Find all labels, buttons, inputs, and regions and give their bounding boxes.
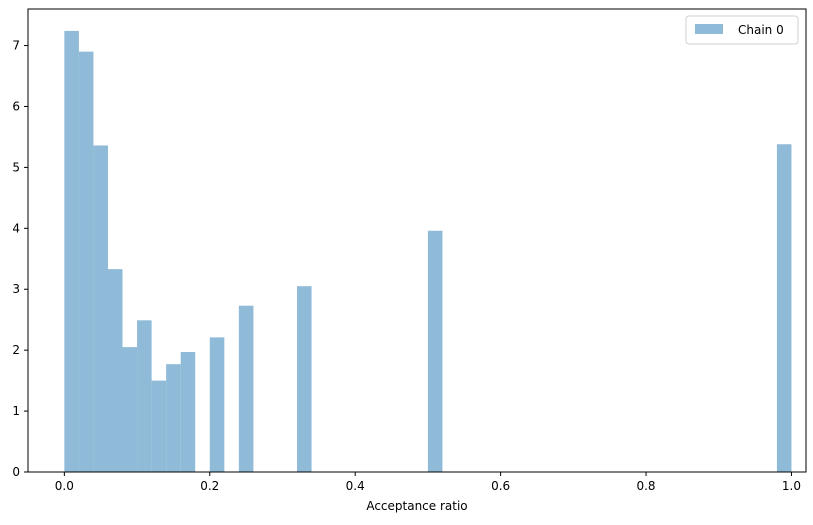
x-tick-label: 0.8 — [636, 479, 655, 493]
histogram-bar — [137, 320, 152, 472]
histogram-bar — [776, 144, 792, 473]
histogram-bar — [238, 305, 254, 472]
y-tick-label: 4 — [12, 221, 20, 235]
x-axis-label: Acceptance ratio — [366, 499, 467, 513]
legend: Chain 0 — [685, 15, 799, 45]
histogram-bar — [93, 145, 108, 472]
x-tick-label: 1.0 — [782, 479, 801, 493]
histogram-bar — [297, 286, 312, 472]
histogram-bar — [427, 230, 443, 472]
histogram-bar — [107, 269, 123, 472]
plot-frame — [27, 8, 807, 473]
x-tick-label: 0.6 — [491, 479, 510, 493]
x-tick-label: 0.0 — [55, 479, 74, 493]
histogram-bars — [64, 30, 792, 473]
y-tick-label: 7 — [12, 39, 20, 53]
histogram-bar — [209, 337, 225, 472]
legend-swatch-chain-0 — [695, 24, 723, 34]
histogram-bar — [64, 30, 79, 473]
y-tick-label: 6 — [12, 99, 20, 113]
y-tick-label: 1 — [12, 404, 20, 418]
y-tick-label: 3 — [12, 282, 20, 296]
legend-label-chain-0: Chain 0 — [738, 23, 784, 37]
y-tick-label: 0 — [12, 465, 20, 479]
histogram-bar — [166, 364, 181, 472]
y-tick-label: 2 — [12, 343, 20, 357]
legend-box — [685, 15, 799, 45]
x-tick-label: 0.2 — [200, 479, 219, 493]
histogram-bar — [122, 347, 138, 472]
x-tick-label: 0.4 — [346, 479, 365, 493]
histogram-bar — [78, 51, 94, 472]
y-tick-label: 5 — [12, 160, 20, 174]
histogram-bar — [151, 380, 167, 472]
x-axis-ticks: 0.0 0.2 0.4 0.6 0.8 1.0 — [55, 472, 801, 493]
histogram-bar — [180, 351, 196, 472]
y-axis-ticks: 0 1 2 3 4 5 6 7 — [12, 39, 28, 479]
